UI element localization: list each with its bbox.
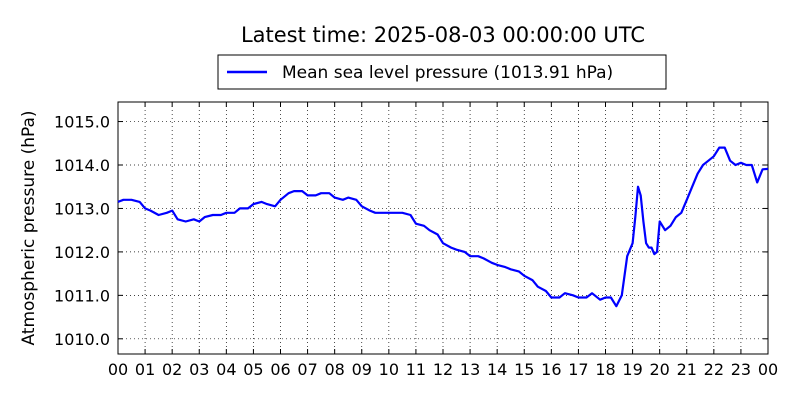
x-tick-label: 13 bbox=[460, 360, 480, 379]
x-tick-label: 10 bbox=[379, 360, 399, 379]
x-tick-label: 06 bbox=[270, 360, 290, 379]
plot-area-frame bbox=[117, 101, 769, 355]
x-tick-label: 09 bbox=[352, 360, 372, 379]
y-tick-label: 1011.0 bbox=[54, 286, 110, 305]
y-tick-label: 1014.0 bbox=[54, 156, 110, 175]
x-tick-label: 07 bbox=[297, 360, 317, 379]
chart-title: Latest time: 2025-08-03 00:00:00 UTC bbox=[241, 23, 645, 47]
x-tick-label: 12 bbox=[433, 360, 453, 379]
y-axis-label: Atmospheric pressure (hPa) bbox=[19, 110, 39, 345]
x-tick-label: 17 bbox=[568, 360, 588, 379]
x-tick-label: 16 bbox=[541, 360, 561, 379]
x-tick-label: 20 bbox=[649, 360, 669, 379]
x-axis-ticks: 00 01 02 03 04 05 06 07 08 09 10 11 12 13 14 15 16 17 18 19… bbox=[108, 102, 778, 379]
y-tick-label: 1010.0 bbox=[54, 330, 110, 349]
x-tick-label: 05 bbox=[243, 360, 263, 379]
x-tick-label: 02 bbox=[162, 360, 182, 379]
y-tick-label: 1013.0 bbox=[54, 199, 110, 218]
x-tick-label: 18 bbox=[595, 360, 615, 379]
x-tick-label: 04 bbox=[216, 360, 236, 379]
x-tick-label: 15 bbox=[514, 360, 534, 379]
x-tick-label: 22 bbox=[704, 360, 724, 379]
x-tick-label: 00 bbox=[108, 360, 128, 379]
legend-box bbox=[217, 54, 667, 90]
grid bbox=[118, 102, 768, 354]
y-axis-ticks: 1010.0 1011.0 1012.0 1013.0 1014.0 1015.0 bbox=[54, 113, 768, 349]
legend: Mean sea level pressure (1013.91 hPa) bbox=[217, 54, 667, 90]
x-tick-label: 14 bbox=[487, 360, 507, 379]
x-tick-label: 01 bbox=[135, 360, 155, 379]
x-tick-label: 19 bbox=[622, 360, 642, 379]
x-tick-label: 11 bbox=[406, 360, 426, 379]
y-tick-label: 1012.0 bbox=[54, 243, 110, 262]
series-line-mean-sea-level-pressure bbox=[117, 146, 769, 308]
x-tick-label: 21 bbox=[677, 360, 697, 379]
x-tick-label: 00 bbox=[758, 360, 778, 379]
x-tick-label: 08 bbox=[324, 360, 344, 379]
x-tick-label: 23 bbox=[731, 360, 751, 379]
y-tick-label: 1015.0 bbox=[54, 113, 110, 132]
legend-label: Mean sea level pressure (1013.91 hPa) bbox=[282, 63, 613, 83]
x-tick-label: 03 bbox=[189, 360, 209, 379]
